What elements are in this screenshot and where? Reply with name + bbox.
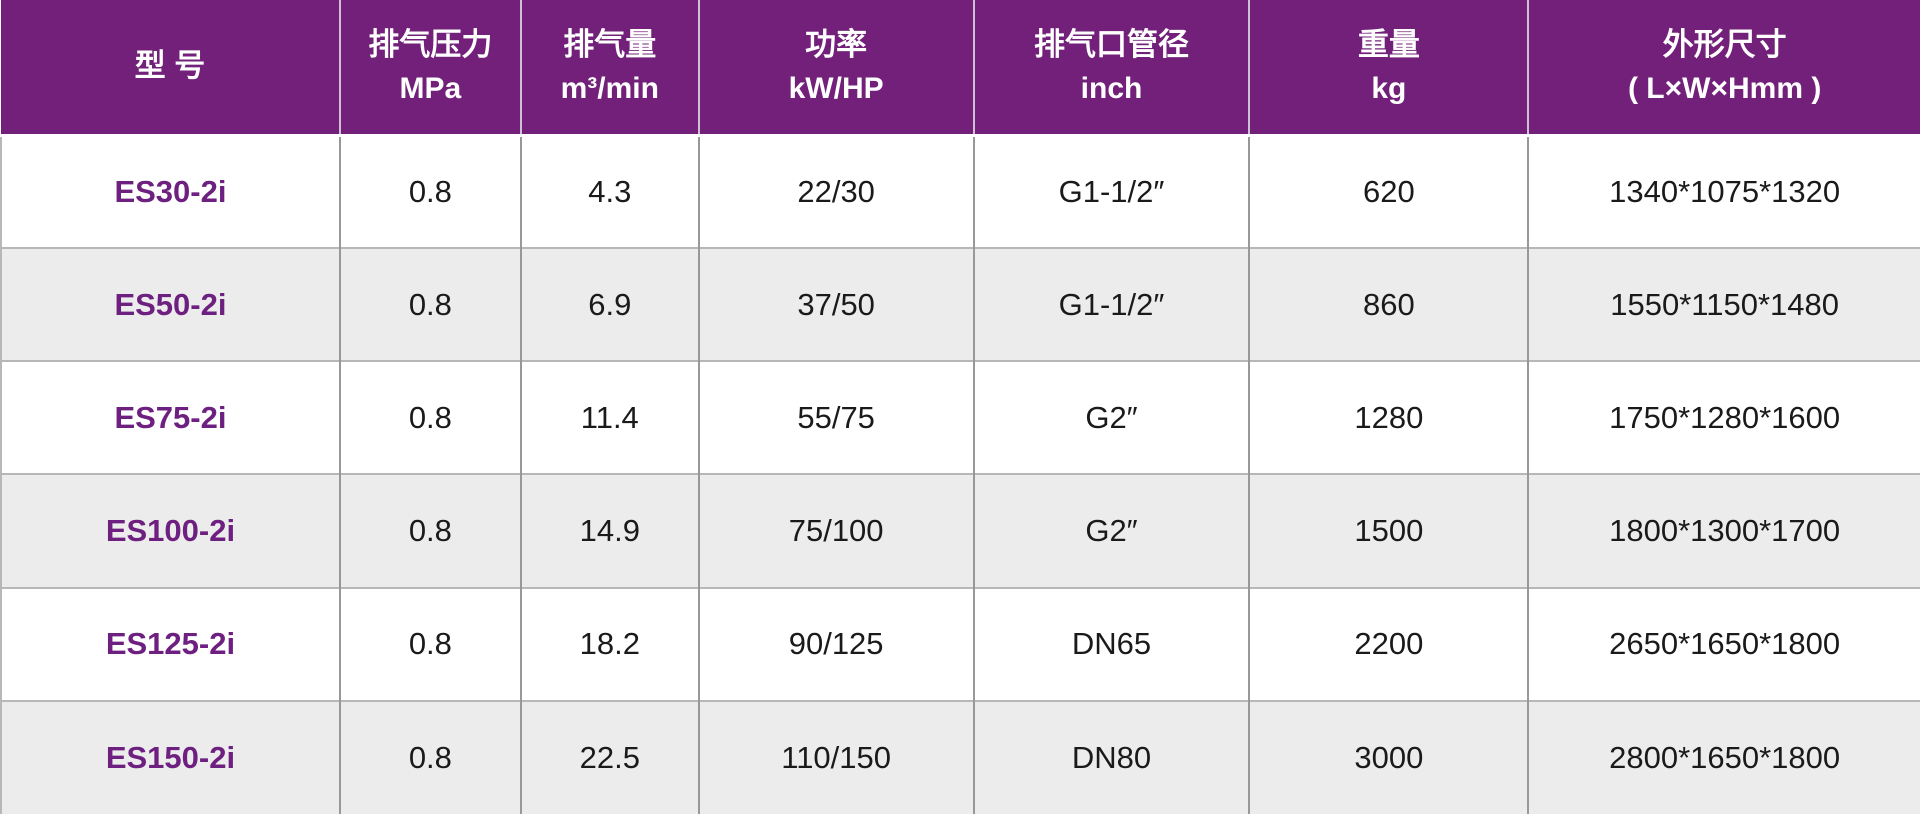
power-cell: 22/30 [698, 133, 975, 249]
pressure-cell: 0.8 [339, 699, 522, 814]
power-cell: 75/100 [698, 473, 975, 588]
header-pressure-label: 排气压力 [368, 26, 493, 62]
power-cell: 90/125 [698, 586, 975, 701]
model-cell: ES30-2i [0, 133, 341, 249]
model-cell: ES150-2i [0, 699, 341, 814]
power-cell: 55/75 [698, 360, 975, 475]
dimensions-cell: 2650*1650*1800 [1528, 586, 1920, 701]
model-cell: ES100-2i [0, 473, 341, 588]
power-cell: 110/150 [698, 699, 975, 814]
dimensions-cell: 1340*1075*1320 [1528, 133, 1920, 249]
header-flow: 排气量 m³/min [520, 0, 700, 137]
header-power-unit: kW/HP [788, 72, 884, 106]
table-row: ES30-2i 0.8 4.3 22/30 G1-1/2″ 620 1340*1… [0, 133, 1920, 249]
flow-cell: 18.2 [520, 586, 700, 701]
table-row: ES150-2i 0.8 22.5 110/150 DN80 3000 2800… [0, 699, 1920, 814]
port-cell: DN65 [973, 586, 1251, 701]
port-cell: G1-1/2″ [973, 247, 1251, 362]
port-cell: G2″ [973, 473, 1251, 588]
weight-cell: 3000 [1249, 699, 1530, 814]
dimensions-cell: 1750*1280*1600 [1528, 360, 1920, 475]
table-row: ES125-2i 0.8 18.2 90/125 DN65 2200 2650*… [0, 586, 1920, 701]
model-cell: ES50-2i [0, 247, 341, 362]
flow-cell: 6.9 [520, 247, 700, 362]
flow-cell: 14.9 [520, 473, 700, 588]
header-pressure: 排气压力 MPa [339, 0, 522, 137]
table-body: ES30-2i 0.8 4.3 22/30 G1-1/2″ 620 1340*1… [0, 133, 1920, 814]
table-row: ES50-2i 0.8 6.9 37/50 G1-1/2″ 860 1550*1… [0, 247, 1920, 362]
header-model-label: 型 号 [134, 48, 206, 84]
header-dimensions-unit: ( L×W×Hmm ) [1627, 72, 1822, 106]
header-dimensions-label: 外形尺寸 [1662, 26, 1787, 62]
header-port: 排气口管径 inch [973, 0, 1251, 137]
model-cell: ES75-2i [0, 360, 341, 475]
header-pressure-unit: MPa [399, 72, 462, 106]
dimensions-cell: 1800*1300*1700 [1528, 473, 1920, 588]
flow-cell: 4.3 [520, 133, 700, 249]
header-row: 型 号 排气压力 MPa 排气量 m³/min 功率 kW/HP 排气口管径 i… [1, 0, 1920, 137]
pressure-cell: 0.8 [339, 133, 522, 249]
pressure-cell: 0.8 [339, 473, 522, 588]
pressure-cell: 0.8 [339, 360, 522, 475]
header-dimensions: 外形尺寸 ( L×W×Hmm ) [1528, 0, 1920, 137]
port-cell: DN80 [973, 699, 1251, 814]
header-power-label: 功率 [805, 26, 868, 62]
header-weight-unit: kg [1371, 72, 1407, 106]
header-port-label: 排气口管径 [1034, 26, 1189, 62]
header-flow-label: 排气量 [563, 26, 657, 62]
pressure-cell: 0.8 [339, 586, 522, 701]
power-cell: 37/50 [698, 247, 975, 362]
weight-cell: 620 [1249, 133, 1530, 249]
header-flow-unit: m³/min [560, 72, 659, 106]
header-weight: 重量 kg [1249, 0, 1530, 137]
model-cell: ES125-2i [0, 586, 341, 701]
flow-cell: 22.5 [520, 699, 700, 814]
header-model: 型 号 [1, 0, 341, 137]
dimensions-cell: 1550*1150*1480 [1528, 247, 1920, 362]
header-port-unit: inch [1080, 72, 1143, 106]
port-cell: G2″ [973, 360, 1251, 475]
port-cell: G1-1/2″ [973, 133, 1251, 249]
table-header: 型 号 排气压力 MPa 排气量 m³/min 功率 kW/HP 排气口管径 i… [1, 0, 1920, 137]
table-row: ES75-2i 0.8 11.4 55/75 G2″ 1280 1750*128… [0, 360, 1920, 475]
header-power: 功率 kW/HP [698, 0, 975, 137]
weight-cell: 1280 [1249, 360, 1530, 475]
flow-cell: 11.4 [520, 360, 700, 475]
table-row: ES100-2i 0.8 14.9 75/100 G2″ 1500 1800*1… [0, 473, 1920, 588]
dimensions-cell: 2800*1650*1800 [1528, 699, 1920, 814]
weight-cell: 1500 [1249, 473, 1530, 588]
header-weight-label: 重量 [1357, 26, 1420, 62]
weight-cell: 860 [1249, 247, 1530, 362]
pressure-cell: 0.8 [339, 247, 522, 362]
weight-cell: 2200 [1249, 586, 1530, 701]
